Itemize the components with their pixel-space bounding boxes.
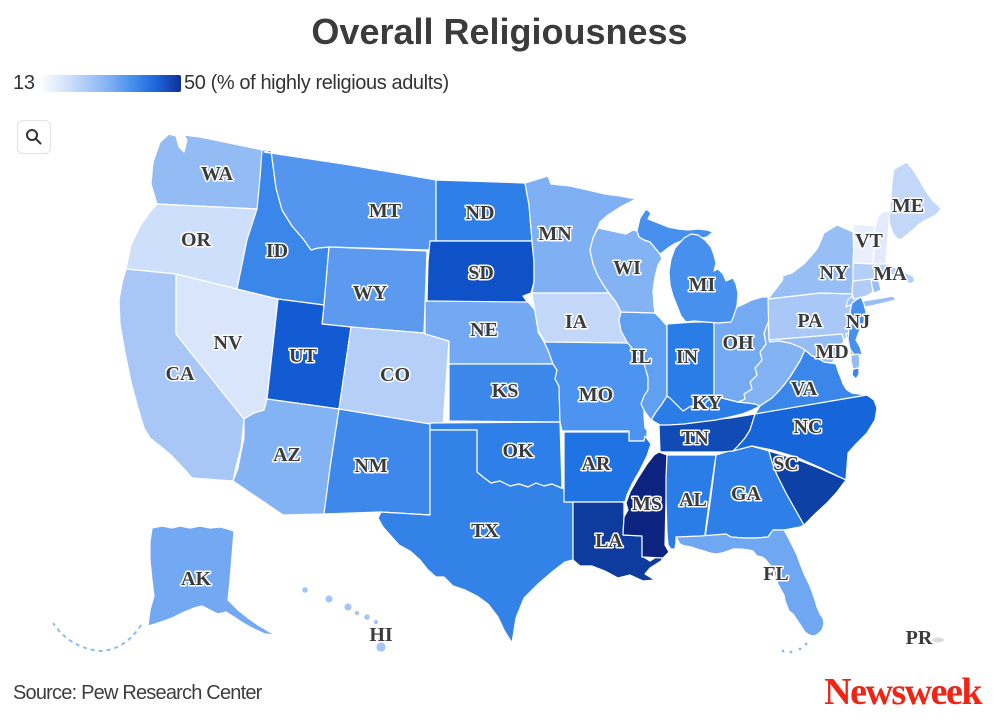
svg-text:AR: AR bbox=[582, 453, 611, 475]
svg-text:OH: OH bbox=[722, 332, 754, 354]
svg-text:KS: KS bbox=[492, 380, 519, 402]
svg-text:CA: CA bbox=[166, 363, 195, 385]
svg-text:AK: AK bbox=[181, 568, 211, 590]
svg-text:ME: ME bbox=[892, 195, 924, 217]
svg-text:AZ: AZ bbox=[273, 444, 301, 466]
svg-text:NY: NY bbox=[820, 262, 849, 284]
svg-text:IL: IL bbox=[630, 346, 651, 368]
svg-text:WY: WY bbox=[353, 282, 388, 304]
svg-text:SD: SD bbox=[468, 262, 494, 284]
svg-text:GA: GA bbox=[731, 483, 762, 505]
svg-text:CO: CO bbox=[380, 364, 410, 386]
svg-text:NV: NV bbox=[214, 332, 243, 354]
svg-text:VT: VT bbox=[855, 230, 883, 252]
svg-text:NE: NE bbox=[470, 319, 498, 341]
svg-text:AL: AL bbox=[679, 489, 707, 511]
svg-text:IA: IA bbox=[565, 311, 588, 333]
svg-text:MI: MI bbox=[689, 274, 716, 296]
svg-text:ND: ND bbox=[466, 202, 495, 224]
svg-text:TN: TN bbox=[681, 427, 709, 449]
svg-text:NM: NM bbox=[354, 455, 387, 477]
svg-text:VA: VA bbox=[791, 378, 818, 400]
svg-text:KY: KY bbox=[692, 392, 723, 414]
svg-text:MO: MO bbox=[579, 384, 613, 406]
svg-text:PR: PR bbox=[906, 627, 933, 649]
svg-text:IN: IN bbox=[676, 346, 699, 368]
svg-text:MS: MS bbox=[632, 493, 662, 515]
svg-text:OK: OK bbox=[502, 440, 534, 462]
svg-text:WA: WA bbox=[201, 163, 234, 185]
svg-text:NJ: NJ bbox=[846, 311, 870, 333]
svg-text:NC: NC bbox=[794, 416, 823, 438]
svg-text:HI: HI bbox=[369, 624, 393, 646]
svg-text:MA: MA bbox=[873, 263, 907, 285]
svg-text:LA: LA bbox=[595, 530, 623, 552]
svg-text:MN: MN bbox=[538, 223, 572, 245]
svg-text:TX: TX bbox=[471, 520, 499, 542]
svg-text:MD: MD bbox=[815, 341, 848, 363]
svg-text:FL: FL bbox=[763, 563, 789, 585]
svg-text:ID: ID bbox=[266, 240, 288, 262]
svg-text:SC: SC bbox=[773, 453, 799, 475]
svg-text:OR: OR bbox=[181, 229, 212, 251]
svg-text:MT: MT bbox=[369, 200, 402, 222]
svg-text:UT: UT bbox=[289, 345, 317, 367]
svg-text:PA: PA bbox=[797, 310, 823, 332]
svg-text:WI: WI bbox=[613, 257, 641, 279]
